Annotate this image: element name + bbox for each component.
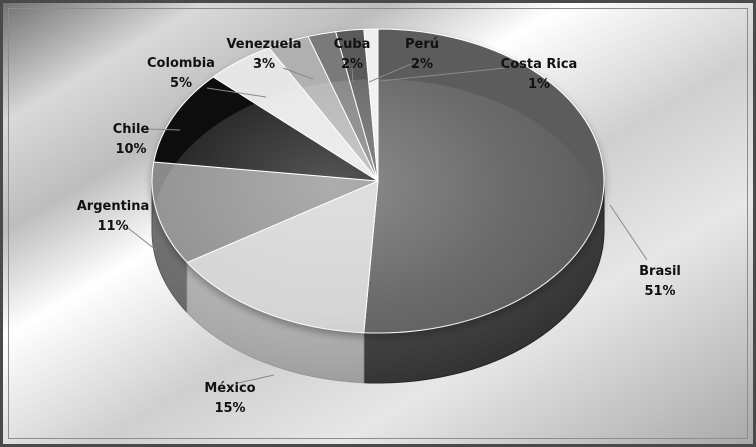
value-label-chile: 10% bbox=[115, 142, 146, 157]
pie-top-highlight bbox=[152, 79, 604, 383]
leader-line-brasil bbox=[609, 204, 648, 261]
label-per-: Perú bbox=[405, 37, 439, 52]
leader-line-colombia bbox=[206, 87, 267, 98]
label-costa-rica: Costa Rica bbox=[501, 57, 578, 72]
leader-line-chile bbox=[147, 128, 181, 131]
label-cuba: Cuba bbox=[334, 37, 371, 52]
label-chile: Chile bbox=[113, 122, 150, 137]
leader-lines bbox=[127, 63, 648, 384]
label-venezuela: Venezuela bbox=[226, 37, 301, 52]
slice-labels: Brasil 51% México 15% Argentina 11% Chile 10% Co… bbox=[77, 37, 681, 416]
label-brasil: Brasil bbox=[639, 264, 681, 279]
value-label-per-: 2% bbox=[411, 57, 433, 72]
value-label-colombia: 5% bbox=[170, 76, 192, 91]
leader-line-per- bbox=[368, 63, 412, 83]
leader-line-venezuela bbox=[282, 67, 314, 80]
leader-line-m-xico bbox=[237, 374, 275, 384]
chart-inner-border bbox=[8, 8, 748, 439]
leader-line-cuba bbox=[351, 67, 354, 83]
leader-line-argentina bbox=[127, 227, 157, 251]
value-label-argentina: 11% bbox=[97, 219, 128, 234]
value-label-cuba: 2% bbox=[341, 57, 363, 72]
label-colombia: Colombia bbox=[147, 56, 215, 71]
value-label-brasil: 51% bbox=[644, 284, 675, 299]
value-label-m-xico: 15% bbox=[214, 401, 245, 416]
value-label-costa-rica: 1% bbox=[528, 77, 550, 92]
label-argentina: Argentina bbox=[77, 199, 150, 214]
leader-line-costa-rica bbox=[379, 67, 506, 82]
label-m-xico: México bbox=[204, 381, 255, 396]
value-label-venezuela: 3% bbox=[253, 57, 275, 72]
